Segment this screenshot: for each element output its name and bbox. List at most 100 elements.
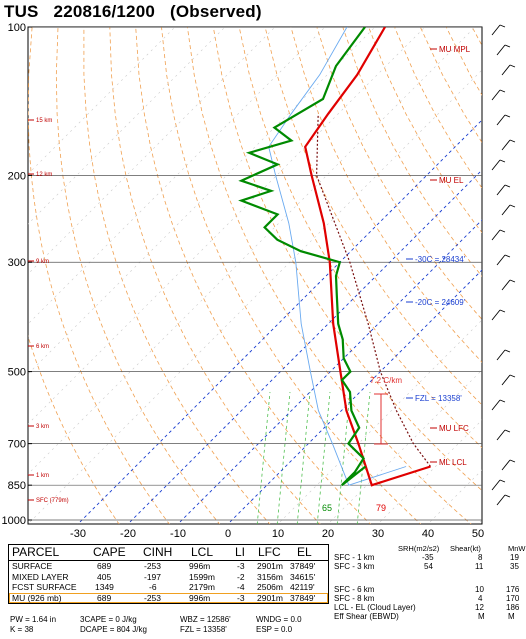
wind-barb-flag [509, 204, 516, 208]
wind-barb-flag [509, 64, 516, 68]
wind-barb-flag [499, 399, 506, 403]
wind-barb [491, 399, 501, 411]
wind-barb-flag [509, 139, 516, 143]
wind-barb [491, 89, 501, 101]
dry-adiabat [212, 27, 482, 492]
height-label: 3 km [36, 424, 49, 430]
table-row: SFC - 6 km 10 176 [334, 585, 520, 594]
pressure-tick-label: 100 [8, 22, 26, 34]
lapse-rate-label: 7.2 C/km [370, 376, 402, 385]
isotherm [127, 169, 482, 524]
isotherm [177, 219, 482, 524]
dry-adiabat [83, 27, 271, 524]
moist-adiabat [296, 391, 311, 524]
isotherm [28, 27, 376, 375]
moist-adiabat [256, 391, 271, 524]
wind-barb [501, 374, 511, 386]
skewt-chart: 100 200 300 500 700 850 1000 -30 -20 -10 0 10 20 30 40… [2, 22, 516, 540]
dry-adiabat [316, 27, 482, 320]
table-row: SURFACE 689 -253 996m -3 2901m 37849' [12, 561, 316, 571]
station-id: TUS [4, 2, 39, 21]
temperature-line [304, 27, 431, 487]
mu-el-label: MU EL [439, 176, 464, 185]
table-row: SFC - 8 km 4 170 [334, 594, 520, 603]
col-cinh: CINH [143, 545, 173, 559]
pressure-tick-label: 500 [8, 367, 26, 379]
wind-barb-flag [504, 254, 511, 258]
dry-adiabat [161, 27, 422, 524]
wind-barb-flag [499, 24, 506, 28]
temperature-tick-label: 10 [272, 528, 284, 540]
wind-barb [491, 24, 501, 36]
height-label: 12 km [36, 172, 52, 178]
wind-barb [491, 479, 501, 491]
height-label: 9 km [36, 259, 49, 265]
temperature-tick-label: -20 [120, 528, 136, 540]
fzl-label: FZL = 13358' [415, 394, 462, 403]
wind-barb-flag [509, 459, 516, 463]
wind-barb [496, 494, 506, 506]
table-row: FCST SURFACE 1349 -6 2179m -4 2506m 42119' [12, 582, 315, 592]
parcel-table: PARCEL CAPE CINH LCL LI LFC EL SURFACE 68… [8, 544, 329, 604]
surface-dewpoint-label: 65 [322, 503, 332, 513]
wind-barb-flag [499, 479, 506, 483]
isotherm [28, 27, 326, 325]
col-el: EL [297, 545, 312, 559]
wind-barb [496, 254, 506, 266]
wind-barb [501, 459, 511, 471]
pressure-tick-label: 850 [8, 480, 26, 492]
wind-barb [491, 229, 501, 241]
wind-barb [491, 309, 501, 321]
wind-barb-flag [504, 44, 511, 48]
isotherm [28, 27, 426, 425]
mu-lfc-label: MU LFC [439, 424, 469, 433]
wind-barb-flag [504, 494, 511, 498]
table-row: MIXED LAYER 405 -197 1599m -2 3156m 34615' [12, 571, 316, 582]
wind-barb [501, 139, 511, 151]
parcel-table-header: PARCEL CAPE CINH LCL LI LFC EL [9, 545, 328, 561]
dry-adiabat [187, 27, 472, 524]
table-row: Eff Shear (EBWD) M M [334, 612, 515, 621]
pressure-tick-label: 1000 [2, 515, 26, 527]
dry-adiabat [55, 27, 220, 524]
wetbulb-line [268, 27, 407, 486]
wind-barb [501, 64, 511, 76]
mu-mpl-label: MU MPL [439, 45, 471, 54]
isotherm [227, 269, 482, 524]
indices-row: PW = 1.64 in 3CAPE = 0 J/kg WBZ = 12586' WN… [10, 615, 302, 624]
wind-barb-flag [499, 159, 506, 163]
wind-barb-flag [499, 229, 506, 233]
moist-adiabat [316, 391, 331, 524]
dry-adiabat [135, 27, 371, 524]
col-li: LI [235, 545, 246, 559]
dry-adiabat [290, 27, 482, 363]
height-label: 6 km [36, 344, 49, 350]
minus20c-label: -20C = 24609' [415, 298, 466, 307]
chart-title: TUS 220816/1200 (Observed) [4, 2, 272, 22]
dry-adiabat [28, 335, 120, 524]
dry-adiabat [28, 27, 170, 524]
table-row: SFC - 1 km -35 8 19 [334, 553, 519, 562]
pressure-tick-label: 200 [8, 170, 26, 182]
dry-adiabat [238, 27, 482, 449]
wind-barb [496, 44, 506, 56]
table-row-mu: MU (926 mb) 689 -253 996m -3 2901m 37849' [9, 592, 328, 603]
wind-barb [491, 159, 501, 171]
moist-adiabat [276, 391, 291, 524]
wind-barb-flag [504, 114, 511, 118]
surface-temp-label: 79 [376, 503, 386, 513]
dry-adiabat [264, 27, 482, 406]
temperature-tick-label: 40 [422, 528, 434, 540]
temperature-tick-label: -30 [70, 528, 86, 540]
wind-barb-flag [509, 374, 516, 378]
wind-barb-flag [499, 309, 506, 313]
isotherm [77, 119, 482, 524]
temperature-tick-label: 20 [322, 528, 334, 540]
wind-barb-flag [509, 279, 516, 283]
table-row: LCL - EL (Cloud Layer) 12 186 [334, 603, 520, 612]
profiles [238, 27, 431, 487]
col-parcel: PARCEL [12, 545, 60, 559]
pressure-tick-label: 700 [8, 439, 26, 451]
axis-ticks: 100 200 300 500 700 850 1000 -30 -20 -10 0 10 20 30 40… [2, 22, 485, 540]
height-label: 15 km [36, 118, 52, 124]
